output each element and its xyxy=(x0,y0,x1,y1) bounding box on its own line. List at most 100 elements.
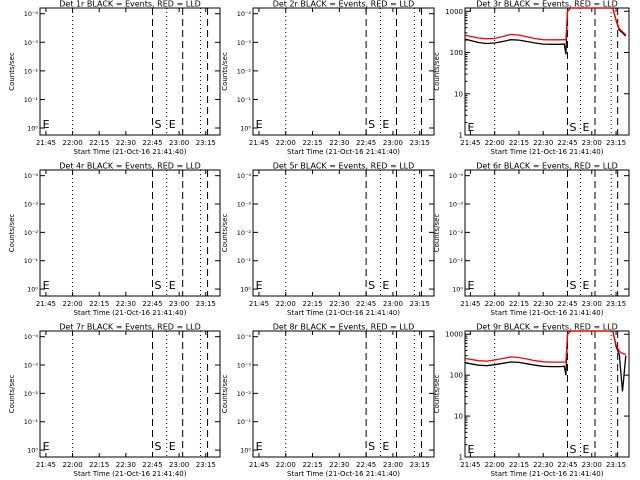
x-tick-label: 22:00 xyxy=(62,300,82,308)
y-axis-title: Counts/sec xyxy=(433,52,441,91)
y-tick-label: 1 xyxy=(459,454,463,462)
panel-title: Det 7r BLACK = Events, RED = LLD xyxy=(59,323,201,332)
y-axis-title: Counts/sec xyxy=(433,214,441,253)
panel-det-2: Det 2r BLACK = Events, RED = LLD 21:45 22:… xyxy=(221,0,435,156)
y-tick-label: 1000 xyxy=(445,331,463,339)
x-tick-label: 22:30 xyxy=(329,139,349,147)
plot-frame xyxy=(464,7,630,136)
x-tick-label: 22:15 xyxy=(509,139,529,147)
panel-title: Det 9r BLACK = Events, RED = LLD xyxy=(476,323,618,332)
panel-title: Det 8r BLACK = Events, RED = LLD xyxy=(273,323,415,332)
y-tick-label: 10⁰ xyxy=(27,125,38,133)
plot-frame xyxy=(252,169,435,297)
annotation-marker: E xyxy=(382,118,389,131)
y-tick-label: 10⁻⁴ xyxy=(237,172,252,180)
x-axis-title: Start Time (21-Oct-16 21:41:40) xyxy=(287,309,400,317)
annotation-marker: E xyxy=(382,440,389,453)
x-tick-label: 23:00 xyxy=(582,300,602,308)
y-tick-label: 10⁻² xyxy=(24,390,39,398)
annotation-marker: E xyxy=(43,440,50,453)
lld-series-line xyxy=(465,7,627,41)
y-axis-title: Counts/sec xyxy=(221,375,229,414)
y-tick-label: 10⁰ xyxy=(27,286,38,294)
x-tick-label: 22:00 xyxy=(62,461,82,469)
x-axis-title: Start Time (21-Oct-16 21:41:40) xyxy=(491,148,604,156)
x-tick-label: 23:15 xyxy=(196,139,216,147)
annotation-marker: E xyxy=(468,121,475,134)
x-axis-title: Start Time (21-Oct-16 21:41:40) xyxy=(74,309,187,317)
x-tick-label: 22:45 xyxy=(142,300,162,308)
annotation-marker: S xyxy=(155,118,162,131)
plot-frame xyxy=(464,330,630,458)
x-tick-label: 21:45 xyxy=(460,139,480,147)
x-tick-label: 23:15 xyxy=(410,139,430,147)
x-tick-label: 22:15 xyxy=(302,139,322,147)
y-tick-label: 10⁻² xyxy=(24,67,39,75)
x-tick-label: 22:00 xyxy=(485,461,505,469)
x-tick-label: 21:45 xyxy=(36,461,56,469)
y-tick-label: 10⁻³ xyxy=(24,362,39,370)
x-tick-label: 23:00 xyxy=(582,139,602,147)
x-tick-label: 23:15 xyxy=(606,300,626,308)
x-tick-label: 21:45 xyxy=(36,139,56,147)
x-tick-label: 21:45 xyxy=(249,139,269,147)
panel-title: Det 2r BLACK = Events, RED = LLD xyxy=(273,0,415,9)
x-tick-label: 21:45 xyxy=(460,461,480,469)
annotation-marker: E xyxy=(582,121,589,134)
y-tick-label: 10⁰ xyxy=(452,286,463,294)
annotation-marker: S xyxy=(570,121,577,134)
y-tick-label: 10⁻² xyxy=(237,67,252,75)
x-tick-label: 22:15 xyxy=(89,300,109,308)
y-tick-label: 10⁻³ xyxy=(237,39,252,47)
plot-frame xyxy=(252,7,435,136)
annotation-marker: E xyxy=(43,118,50,131)
x-tick-label: 22:45 xyxy=(142,139,162,147)
x-tick-label: 22:30 xyxy=(329,461,349,469)
panel-title: Det 6r BLACK = Events, RED = LLD xyxy=(476,162,618,171)
y-tick-label: 10⁻⁴ xyxy=(237,10,252,18)
annotation-marker: E xyxy=(256,440,263,453)
y-tick-label: 10⁻³ xyxy=(237,201,252,209)
y-tick-label: 10⁻¹ xyxy=(24,96,39,104)
x-tick-label: 21:45 xyxy=(249,300,269,308)
x-tick-label: 23:15 xyxy=(196,461,216,469)
x-tick-label: 22:15 xyxy=(509,300,529,308)
y-tick-label: 10⁰ xyxy=(240,125,251,133)
x-tick-label: 23:15 xyxy=(606,461,626,469)
y-axis-title: Counts/sec xyxy=(8,214,16,253)
annotation-marker: E xyxy=(43,279,50,292)
panel-det-5: Det 5r BLACK = Events, RED = LLD 21:45 22:… xyxy=(221,162,435,317)
x-tick-label: 22:45 xyxy=(557,139,577,147)
x-tick-label: 22:00 xyxy=(485,139,505,147)
annotation-marker: S xyxy=(368,279,375,292)
x-tick-label: 22:30 xyxy=(116,461,136,469)
y-tick-label: 10⁻¹ xyxy=(237,96,252,104)
plot-frame xyxy=(39,7,221,136)
y-tick-label: 10⁻¹ xyxy=(24,257,39,265)
y-axis-title: Counts/sec xyxy=(8,52,16,91)
x-tick-label: 22:45 xyxy=(356,300,376,308)
x-tick-label: 22:00 xyxy=(276,139,296,147)
annotation-marker: E xyxy=(582,443,589,456)
annotation-marker: S xyxy=(570,279,577,292)
y-tick-label: 10⁻³ xyxy=(24,39,39,47)
annotation-marker: E xyxy=(382,279,389,292)
annotation-marker: E xyxy=(169,440,176,453)
x-tick-label: 22:15 xyxy=(89,139,109,147)
x-tick-label: 22:30 xyxy=(533,461,553,469)
lld-series-line xyxy=(465,330,627,363)
y-tick-label: 10⁰ xyxy=(240,447,251,455)
plot-frame xyxy=(39,169,221,297)
y-tick-label: 10⁻³ xyxy=(449,201,464,209)
x-tick-label: 21:45 xyxy=(249,461,269,469)
x-tick-label: 22:00 xyxy=(276,300,296,308)
plot-frame xyxy=(464,169,630,297)
x-axis-title: Start Time (21-Oct-16 21:41:40) xyxy=(491,309,604,317)
panel-det-4: Det 4r BLACK = Events, RED = LLD 21:45 22:… xyxy=(8,162,221,317)
y-tick-label: 10⁻¹ xyxy=(24,418,39,426)
y-tick-label: 1000 xyxy=(445,8,463,16)
x-tick-label: 22:00 xyxy=(485,300,505,308)
y-tick-label: 10⁻¹ xyxy=(237,418,252,426)
